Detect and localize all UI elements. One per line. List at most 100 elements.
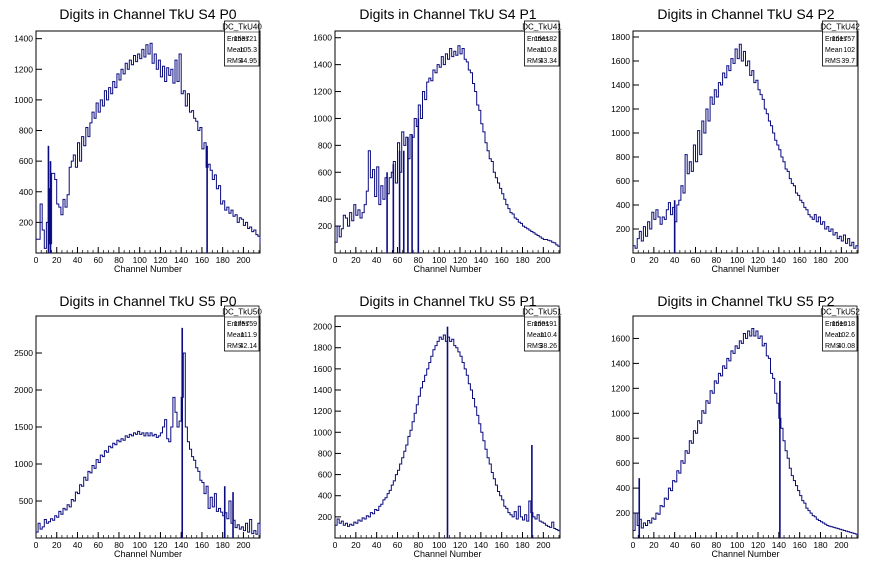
x-tick-label: 40: [670, 255, 680, 265]
y-tick-label: 400: [616, 200, 630, 210]
stats-mean-value: 111.9: [241, 332, 258, 339]
stats-mean-label: Mean: [527, 332, 545, 339]
stats-rms-label: RMS: [527, 343, 543, 350]
y-tick-label: 1600: [313, 33, 332, 43]
x-axis-label: Channel Number: [711, 549, 779, 559]
x-tick-label: 100: [730, 540, 744, 550]
chart-panel-3: Digits in Channel TkU S5 P0 0 20 40 60 80 100 1…: [14, 293, 262, 559]
y-tick-label: 1400: [611, 80, 630, 90]
stats-entries-label: Entries: [227, 36, 249, 43]
x-tick-label: 60: [691, 255, 701, 265]
x-tick-label: 80: [712, 540, 722, 550]
x-axis-label: Channel Number: [413, 264, 481, 274]
chart-panel-5: Digits in Channel TkU S5 P2 0 20 40 60 80 100 1…: [611, 293, 860, 559]
x-tick-label: 120: [751, 540, 765, 550]
plot-frame: [334, 30, 561, 254]
histogram-series: [36, 352, 261, 535]
x-tick-label: 0: [333, 540, 338, 550]
stats-name: DC_TkU50: [222, 308, 262, 317]
y-tick-label: 400: [318, 194, 332, 204]
y-tick-label: 800: [318, 448, 332, 458]
stats-mean-label: Mean: [825, 47, 843, 54]
x-tick-label: 60: [93, 255, 103, 265]
x-tick-label: 0: [34, 540, 39, 550]
x-tick-label: 40: [372, 255, 382, 265]
stats-box: [524, 305, 560, 352]
stats-rms-value: 38.26: [539, 343, 557, 350]
x-axis-label: Channel Number: [711, 264, 779, 274]
y-tick-label: 400: [19, 187, 33, 197]
x-tick-label: 20: [52, 540, 62, 550]
stats-mean-label: Mean: [227, 47, 245, 54]
y-tick-label: 1000: [14, 95, 33, 105]
x-tick-label: 20: [351, 255, 361, 265]
chart-title: Digits in Channel TkU S4 P1: [359, 6, 536, 22]
stats-entries-label: Entries: [825, 321, 847, 328]
stats-box: [822, 20, 858, 67]
chart-title: Digits in Channel TkU S5 P2: [657, 293, 834, 309]
x-tick-label: 100: [432, 540, 446, 550]
x-tick-label: 160: [495, 540, 509, 550]
x-tick-label: 200: [236, 540, 250, 550]
x-tick-label: 80: [414, 540, 424, 550]
y-tick-label: 200: [616, 508, 630, 518]
x-tick-label: 160: [195, 255, 209, 265]
stats-rms-value: 39.7: [841, 58, 855, 65]
x-tick-label: 40: [73, 255, 83, 265]
y-tick-label: 1400: [611, 358, 630, 368]
stats-rms-label: RMS: [227, 343, 243, 350]
y-tick-label: 600: [318, 167, 332, 177]
plot-frame: [35, 30, 261, 254]
histogram-series: [633, 43, 859, 250]
x-tick-label: 0: [333, 255, 338, 265]
x-tick-label: 100: [133, 540, 147, 550]
x-tick-label: 20: [649, 540, 659, 550]
x-tick-label: 40: [670, 540, 680, 550]
stats-box: [224, 20, 260, 67]
chart-title: Digits in Channel TkU S5 P0: [59, 293, 236, 309]
x-tick-label: 20: [649, 255, 659, 265]
x-axis-label: Channel Number: [413, 549, 481, 559]
stats-box: [224, 305, 260, 352]
y-tick-label: 1000: [14, 459, 33, 469]
y-tick-label: 1000: [313, 113, 332, 123]
x-tick-label: 80: [712, 255, 722, 265]
x-tick-label: 180: [813, 540, 827, 550]
x-tick-label: 180: [216, 255, 230, 265]
y-tick-label: 800: [19, 126, 33, 136]
stats-entries-value: 153721: [234, 36, 257, 43]
x-tick-label: 180: [515, 255, 529, 265]
y-tick-label: 600: [19, 156, 33, 166]
x-tick-label: 120: [453, 255, 467, 265]
x-tick-label: 140: [174, 255, 188, 265]
chart-title: Digits in Channel TkU S4 P0: [59, 6, 236, 22]
stats-box: [822, 305, 858, 352]
histogram-series: [633, 328, 859, 536]
y-tick-label: 600: [616, 458, 630, 468]
x-tick-label: 20: [52, 255, 62, 265]
x-tick-label: 160: [793, 255, 807, 265]
x-tick-label: 80: [414, 255, 424, 265]
stats-rms-label: RMS: [227, 58, 243, 65]
y-tick-label: 1500: [14, 422, 33, 432]
x-tick-label: 160: [793, 540, 807, 550]
x-tick-label: 100: [432, 255, 446, 265]
stats-rms-label: RMS: [825, 343, 841, 350]
x-tick-label: 40: [372, 540, 382, 550]
y-tick-label: 1400: [14, 34, 33, 44]
y-tick-label: 1200: [313, 87, 332, 97]
y-tick-label: 200: [616, 224, 630, 234]
x-tick-label: 80: [114, 540, 124, 550]
stats-name: DC_TkU52: [820, 308, 860, 317]
chart-title: Digits in Channel TkU S4 P2: [657, 6, 834, 22]
y-tick-label: 800: [318, 140, 332, 150]
x-tick-label: 200: [834, 540, 848, 550]
x-tick-label: 140: [772, 540, 786, 550]
y-tick-label: 400: [616, 483, 630, 493]
x-tick-label: 180: [813, 255, 827, 265]
x-tick-label: 200: [236, 255, 250, 265]
y-tick-label: 1800: [611, 32, 630, 42]
y-tick-label: 200: [19, 217, 33, 227]
chart-panel-1: Digits in Channel TkU S4 P1 0 20 40 60 80 100 1…: [313, 6, 562, 274]
